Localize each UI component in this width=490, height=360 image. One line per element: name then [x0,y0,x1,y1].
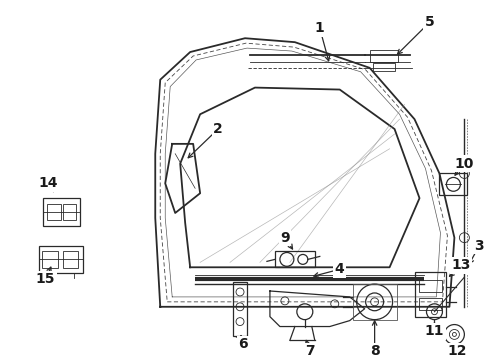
Text: 15: 15 [36,272,55,286]
Bar [369,50,397,62]
Text: 6: 6 [238,337,248,351]
Bar [353,284,396,320]
Bar [418,280,442,292]
Bar [39,246,83,273]
Bar [63,204,76,220]
Bar [418,298,442,310]
Bar [47,204,61,220]
Bar [43,198,80,226]
Text: 3: 3 [474,239,484,253]
Bar [440,174,467,195]
Text: 9: 9 [280,231,290,245]
Text: 8: 8 [370,344,380,358]
Text: 1: 1 [315,21,325,35]
Text: 11: 11 [425,324,444,338]
Text: 13: 13 [452,258,471,272]
Bar [415,272,446,317]
Bar [42,251,57,268]
Bar [233,282,247,336]
Text: 4: 4 [335,262,344,276]
Bar [372,63,394,71]
Text: 12: 12 [448,344,467,358]
Bar [63,251,78,268]
Text: 14: 14 [39,176,58,190]
Text: 2: 2 [213,122,223,136]
Text: 7: 7 [305,344,315,358]
Text: 5: 5 [425,15,434,30]
Text: 10: 10 [455,157,474,171]
Bar [275,252,315,267]
